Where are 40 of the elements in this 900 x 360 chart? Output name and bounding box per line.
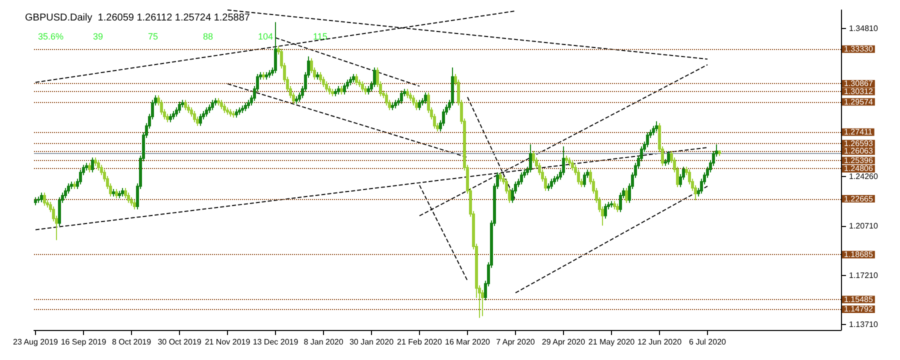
ref-line-label: 1.15485 [844, 294, 874, 304]
x-tick-label: 30 Oct 2019 [158, 338, 202, 346]
y-tick-label: 1.34810 [849, 24, 878, 33]
ref-line-label: 1.27411 [844, 128, 873, 137]
y-tick-label: 1.24260 [849, 172, 878, 181]
x-tick-label: 21 May 2020 [588, 338, 636, 346]
x-tick-label: 21 Nov 2019 [204, 338, 251, 346]
x-tick-label: 21 Feb 2020 [397, 338, 443, 346]
ref-line-label: 1.30867 [844, 79, 874, 88]
x-tick-label: 6 Jul 2020 [689, 338, 727, 346]
annotation: 39 [93, 32, 104, 42]
ref-line-label: 1.30312 [844, 86, 874, 96]
x-tick-label: 23 Aug 2019 [13, 338, 59, 346]
y-tick-label: 1.13710 [849, 320, 878, 329]
x-tick-label: 8 Jan 2020 [304, 338, 344, 346]
x-tick-label: 16 Sep 2019 [60, 338, 107, 346]
x-tick-label: 7 Apr 2020 [496, 338, 536, 346]
annotation: 88 [203, 32, 214, 42]
annotation: 115 [313, 32, 328, 42]
chart-title: GBPUSD.Daily 1.26059 1.26112 1.25724 1.25887 [25, 12, 250, 24]
x-tick-label: 29 Apr 2020 [542, 338, 586, 346]
y-tick-label: 1.20710 [849, 222, 878, 231]
ref-line-label: 1.22665 [844, 194, 874, 204]
ref-line-label: 1.29574 [844, 97, 874, 106]
x-tick-label: 8 Oct 2019 [112, 338, 152, 346]
x-tick-label: 30 Jan 2020 [349, 338, 394, 346]
ref-line-label: 1.26593 [844, 139, 874, 148]
ref-line-label: 1.25396 [844, 156, 874, 165]
ref-line-label: 1.18685 [844, 250, 874, 260]
annotation: 104 [258, 32, 274, 42]
x-tick-label: 16 Mar 2020 [445, 338, 491, 346]
ref-line-label: 1.14792 [844, 304, 874, 314]
ref-line-label: 1.24806 [844, 164, 874, 174]
y-tick-label: 1.17210 [849, 270, 878, 280]
ref-line-label: 1.26063 [844, 146, 874, 156]
annotation: 35.6% [38, 32, 64, 42]
x-tick-label: 12 Jun 2020 [637, 338, 682, 346]
x-tick-label: 13 Dec 2019 [252, 338, 299, 346]
ref-line-label: 1.33330 [844, 44, 874, 54]
annotation: 75 [148, 32, 158, 42]
